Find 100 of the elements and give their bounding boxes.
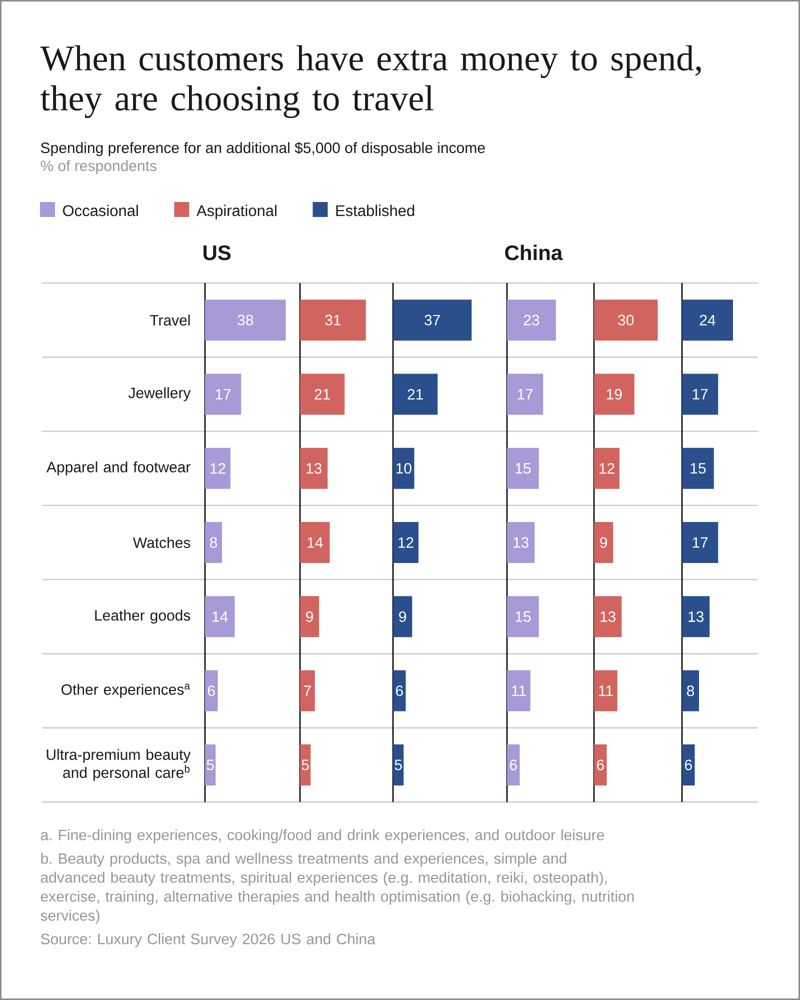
data-label: 15 bbox=[690, 463, 706, 474]
bar bbox=[682, 300, 734, 341]
bar bbox=[594, 596, 622, 638]
chart-title: China bbox=[505, 244, 563, 260]
data-label: 11 bbox=[512, 686, 526, 696]
bar bbox=[594, 670, 618, 712]
text: Spending preference for an additional $5,000 of disposable income bbox=[40, 142, 485, 156]
data-label: 8 bbox=[210, 537, 218, 548]
data-label: 14 bbox=[212, 612, 228, 622]
data-label: 24 bbox=[700, 314, 716, 326]
source-note: Source: Luxury Client Survey 2026 US and China bbox=[40, 933, 376, 948]
data-label: 38 bbox=[238, 314, 254, 326]
data-label: 5 bbox=[302, 760, 309, 770]
data-label: 21 bbox=[408, 388, 423, 400]
legend-label: Occasional bbox=[63, 204, 138, 216]
y-tick-label: Travel bbox=[150, 314, 190, 326]
data-label: 6 bbox=[510, 760, 517, 770]
bar bbox=[507, 374, 544, 415]
y-tick-label: Ultra-premium beauty and personal care$^{b}$ bbox=[46, 748, 191, 781]
data-label: 15 bbox=[516, 611, 531, 622]
bar bbox=[682, 522, 718, 564]
bar bbox=[300, 522, 330, 564]
legend-label: Aspirational bbox=[196, 204, 276, 220]
bar bbox=[594, 374, 634, 415]
text: a. Fine-dining experiences, cooking/food and drink experiences, and outdoor leisure bbox=[40, 829, 604, 844]
bar bbox=[682, 374, 718, 415]
data-label: 31 bbox=[325, 314, 341, 326]
bar bbox=[682, 596, 710, 638]
y-tick-label: Apparel and footwear bbox=[46, 461, 190, 476]
bar bbox=[205, 300, 286, 341]
chart-title: US bbox=[204, 245, 231, 260]
data-label: 11 bbox=[599, 686, 613, 696]
data-label: 9 bbox=[306, 611, 314, 622]
data-label: 12 bbox=[398, 537, 414, 548]
data-label: 19 bbox=[607, 388, 622, 400]
data-label: 13 bbox=[514, 537, 528, 548]
data-label: 14 bbox=[308, 537, 323, 548]
data-label: 12 bbox=[600, 463, 614, 474]
text: b. Beauty products, spa and wellness treatments and experiences, simple and advanced beauty treatments, spiritual experiences (e.g. meditation, reiki, osteopath), exercise, training, alternative therapies and health optimisation (e.g. biohacking, nutrition services) bbox=[40, 852, 634, 924]
data-label: 8 bbox=[686, 685, 694, 696]
legend-label: Established bbox=[336, 204, 414, 216]
bar bbox=[393, 448, 414, 489]
data-label: 5 bbox=[206, 760, 214, 770]
x-axis-title: % of respondents bbox=[40, 160, 156, 174]
bar bbox=[594, 522, 614, 564]
data-label: 30 bbox=[618, 314, 634, 326]
bar bbox=[594, 744, 607, 786]
bar bbox=[300, 596, 320, 638]
data-label: 5 bbox=[394, 760, 402, 770]
bar bbox=[682, 448, 714, 489]
data-label: 23 bbox=[524, 314, 540, 326]
data-label: 10 bbox=[396, 463, 412, 474]
data-label: 15 bbox=[516, 463, 531, 474]
data-label: 17 bbox=[692, 389, 708, 400]
data-label: 37 bbox=[424, 314, 440, 326]
bar bbox=[393, 522, 419, 564]
bar bbox=[507, 300, 556, 341]
data-label: 21 bbox=[314, 388, 330, 400]
bar bbox=[205, 596, 235, 638]
data-label: 13 bbox=[688, 611, 704, 622]
bar bbox=[393, 374, 438, 415]
bar bbox=[300, 670, 315, 712]
data-label: 17 bbox=[518, 389, 533, 400]
data-label: 6 bbox=[396, 685, 403, 696]
bar bbox=[393, 596, 412, 638]
data-label: 6 bbox=[684, 760, 692, 770]
data-label: 6 bbox=[596, 760, 604, 770]
bar bbox=[507, 448, 539, 489]
bar bbox=[300, 374, 345, 415]
data-label: 9 bbox=[600, 537, 608, 548]
y-tick-label: Jewellery bbox=[128, 387, 191, 402]
bar bbox=[300, 448, 328, 489]
bar bbox=[682, 670, 700, 712]
data-label: 12 bbox=[210, 463, 226, 474]
data-label: 6 bbox=[208, 685, 215, 696]
data-label: 13 bbox=[600, 611, 616, 622]
bar bbox=[205, 374, 242, 415]
y-tick-label: Leather goods bbox=[95, 610, 190, 624]
bar bbox=[393, 670, 406, 712]
bar bbox=[205, 522, 222, 564]
bar bbox=[507, 596, 539, 638]
bar bbox=[205, 448, 230, 489]
bar bbox=[507, 670, 530, 712]
data-label: 13 bbox=[306, 463, 322, 474]
bar bbox=[300, 300, 366, 341]
y-tick-label: Other experiences$^{a}$ bbox=[62, 684, 190, 698]
bar bbox=[300, 744, 311, 786]
text: When customers have extra money to spend, they are choosing to travel bbox=[40, 45, 701, 118]
y-tick-label: Watches bbox=[133, 537, 190, 548]
data-label: 17 bbox=[692, 537, 708, 548]
bar bbox=[507, 522, 535, 564]
bar bbox=[507, 744, 520, 786]
data-label: 7 bbox=[304, 686, 311, 696]
bar bbox=[594, 300, 658, 341]
bar bbox=[205, 744, 216, 786]
bar bbox=[205, 670, 218, 712]
bar bbox=[393, 744, 404, 786]
data-label: 17 bbox=[216, 389, 231, 400]
data-label: 9 bbox=[399, 611, 406, 622]
bar bbox=[393, 300, 472, 341]
